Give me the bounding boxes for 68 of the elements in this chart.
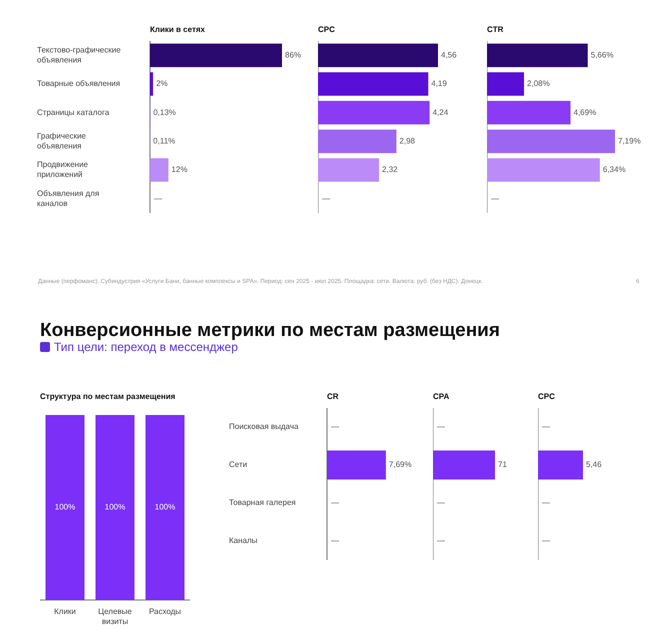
bar — [487, 158, 600, 182]
data-label: 0,13% — [153, 108, 176, 117]
x-tick-label: Расходы — [148, 607, 182, 616]
data-label: 4,69% — [573, 108, 596, 117]
text: — — [331, 422, 339, 432]
data-label: 100% — [154, 502, 176, 512]
x-tick-label: Целевые визиты — [98, 607, 132, 626]
bar — [318, 72, 428, 96]
chart-title: Клики в сетях — [150, 25, 205, 34]
chart-title: Структура по местам размещения — [40, 392, 176, 401]
y-tick-label: Поисковая выдача — [229, 422, 299, 432]
data-label: 2,08% — [527, 79, 550, 88]
chart-title: CPA — [433, 392, 450, 401]
y-tick-label: Текстово-графические объявления — [37, 46, 122, 65]
chart-title: CR — [327, 392, 339, 401]
bar — [318, 158, 380, 182]
y-tick-label: Товарная галерея — [229, 498, 296, 508]
data-label: 2% — [156, 79, 168, 88]
data-label: 6,34% — [602, 165, 626, 174]
text: — — [542, 498, 550, 508]
text: — — [154, 194, 162, 203]
text: Конверсионные метрики по местам размещения — [40, 320, 500, 342]
data-label: 2,98 — [399, 136, 416, 146]
text: — — [542, 422, 550, 432]
chart-title: CTR — [487, 25, 504, 34]
bar — [487, 130, 615, 154]
bar — [150, 158, 168, 182]
y-tick-label: Страницы каталога — [37, 108, 110, 117]
y-tick-label: Товарные объявления — [37, 79, 120, 88]
data-label: 100% — [104, 502, 126, 512]
y-tick-label: Каналы — [229, 536, 258, 546]
data-label: 71 — [498, 460, 508, 470]
data-label: 2,32 — [382, 165, 398, 174]
data-label: 5,66% — [590, 50, 614, 60]
data-label: 0,11% — [153, 136, 176, 146]
text: — — [542, 536, 550, 546]
chart-title: CPC — [538, 392, 555, 401]
bar — [487, 100, 570, 124]
data-label: 4,24 — [432, 108, 449, 117]
bar — [318, 130, 396, 154]
text: — — [437, 422, 445, 432]
chart-title: CPC — [318, 25, 335, 34]
y-tick-label: Объявления для каналов — [37, 188, 100, 208]
x-tick-label: Клики — [54, 607, 76, 616]
text: — — [491, 194, 499, 203]
y-tick-label: Сети — [229, 460, 248, 470]
bar — [150, 72, 154, 96]
text: Тип цели: переход в мессенджер — [54, 340, 238, 354]
data-label: 4,56 — [441, 50, 458, 60]
data-label: 12% — [171, 165, 188, 174]
text: — — [437, 536, 445, 546]
data-label: 7,19% — [618, 136, 641, 146]
bar — [487, 72, 524, 96]
data-label: 5,46 — [586, 460, 602, 470]
data-label: 7,69% — [388, 460, 412, 470]
data-label: 86% — [285, 50, 302, 60]
bar — [318, 44, 438, 68]
text: — — [322, 194, 330, 203]
bar — [487, 44, 588, 68]
y-tick-label: Графические объявления — [37, 132, 86, 151]
data-label: 4,19 — [431, 79, 448, 88]
text: — — [331, 536, 339, 546]
text: — — [437, 498, 445, 508]
y-tick-label: Продвижение приложений — [37, 160, 89, 180]
text: — — [331, 498, 339, 508]
data-label: 100% — [54, 502, 76, 512]
bar — [150, 44, 282, 68]
bar — [318, 100, 430, 124]
